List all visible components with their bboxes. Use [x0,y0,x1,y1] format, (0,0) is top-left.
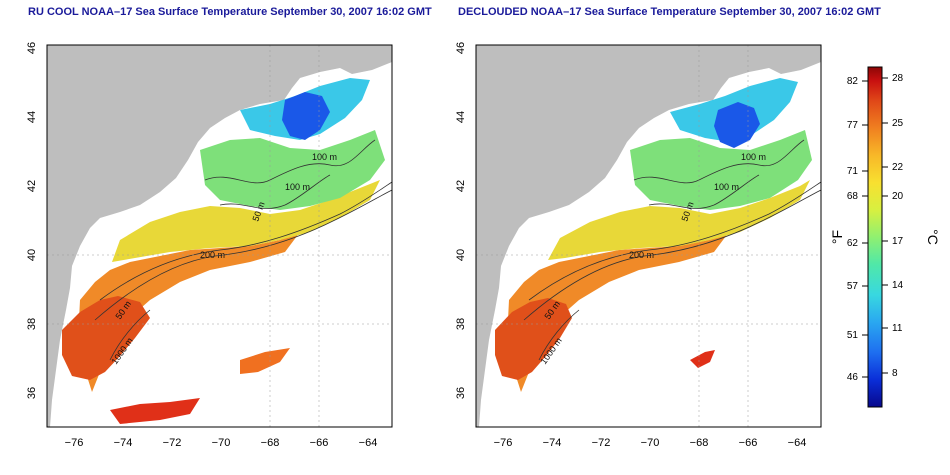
right-x-tick-label: −74 [543,437,562,449]
left-sst-blue-core [282,92,330,140]
left-y-axis: 36 38 40 42 44 46 [26,42,38,399]
celsius-tick: 17 [892,236,904,247]
left-sst-orange-offshore [240,348,290,374]
left-sst-warm-shelf [78,232,300,392]
left-y-tick-label: 42 [26,180,38,192]
left-sst-red-south [62,296,150,380]
right-y-tick-label: 46 [455,42,467,54]
celsius-tick: 11 [892,323,903,334]
right-y-tick-label: 42 [455,180,467,192]
celsius-scale: 28 25 22 20 17 14 11 8 [892,73,904,379]
fahrenheit-tick: 71 [847,166,859,177]
right-x-tick-label: −66 [739,437,758,449]
right-x-tick-label: −64 [788,437,807,449]
fahrenheit-tick: 82 [847,76,859,87]
fahrenheit-scale: 82 77 71 68 62 57 51 46 [847,76,859,383]
fahrenheit-tick: 46 [847,372,859,383]
right-contour-label: 100 m [741,152,766,162]
right-contour-label: 100 m [714,182,739,192]
right-x-tick-label: −76 [494,437,513,449]
left-contour-label: 100 m [312,152,337,162]
left-x-tick-label: −74 [114,437,133,449]
left-map-title: RU COOL NOAA–17 Sea Surface Temperature … [28,6,432,18]
fahrenheit-tick: 77 [847,120,859,131]
left-y-tick-label: 36 [26,387,38,399]
left-x-tick-label: −70 [212,437,231,449]
right-land [476,45,821,427]
colorbar-gradient [867,66,883,408]
left-map-panel: 100 m 100 m 50 m 200 m 50 m 1000 m −76 −… [26,42,393,449]
right-x-tick-label: −72 [592,437,611,449]
fahrenheit-tick: 68 [847,191,859,202]
colorbar-ticks [862,77,888,378]
right-sst-red-offshore [690,350,715,368]
left-y-tick-label: 40 [26,249,38,261]
right-sst-yellow-band [548,180,810,260]
celsius-tick: 20 [892,191,904,202]
right-graticule [476,45,821,427]
left-y-tick-label: 44 [26,111,38,123]
right-y-tick-label: 36 [455,387,467,399]
celsius-tick: 8 [892,368,898,379]
right-x-tick-label: −68 [690,437,709,449]
right-map-panel: 100 m 100 m 50 m 200 m 50 m 1000 m −76 −… [455,42,822,449]
left-y-tick-label: 38 [26,318,38,330]
right-sst-blue-core [714,102,760,148]
fahrenheit-tick: 51 [847,330,859,341]
left-land [47,45,392,427]
celsius-tick: 22 [892,162,904,173]
left-bathymetry-contours [94,139,392,361]
fahrenheit-tick: 57 [847,281,859,292]
celsius-tick: 28 [892,73,904,84]
right-x-axis: −76 −74 −72 −70 −68 −66 −64 [494,437,807,449]
right-y-tick-label: 44 [455,111,467,123]
right-y-axis: 36 38 40 42 44 46 [455,42,467,399]
left-x-tick-label: −76 [65,437,84,449]
celsius-unit-label: °C [925,229,941,245]
left-contour-label: 100 m [285,182,310,192]
fahrenheit-tick: 62 [847,238,859,249]
celsius-tick: 14 [892,280,904,291]
right-x-tick-label: −70 [641,437,660,449]
left-x-tick-label: −68 [261,437,280,449]
right-sst-red-south [495,298,572,380]
right-y-tick-label: 38 [455,318,467,330]
left-x-tick-label: −66 [310,437,329,449]
left-x-tick-label: −72 [163,437,182,449]
left-y-tick-label: 46 [26,42,38,54]
right-bathymetry-contours [523,139,821,361]
right-map-title: DECLOUDED NOAA–17 Sea Surface Temperatur… [458,6,881,18]
left-sst-yellow-band [112,180,380,262]
right-map-frame [475,44,822,428]
right-sst-warm-shelf [507,232,729,392]
temperature-colorbar: 82 77 71 68 62 57 51 46 28 25 22 20 17 1… [829,66,941,408]
celsius-tick: 25 [892,118,904,129]
left-graticule [47,45,392,427]
left-sst-red-offshore [110,398,200,424]
left-map-frame [46,44,393,428]
left-x-tick-label: −64 [359,437,378,449]
fahrenheit-unit-label: °F [829,230,845,244]
right-y-tick-label: 40 [455,249,467,261]
left-x-axis: −76 −74 −72 −70 −68 −66 −64 [65,437,378,449]
